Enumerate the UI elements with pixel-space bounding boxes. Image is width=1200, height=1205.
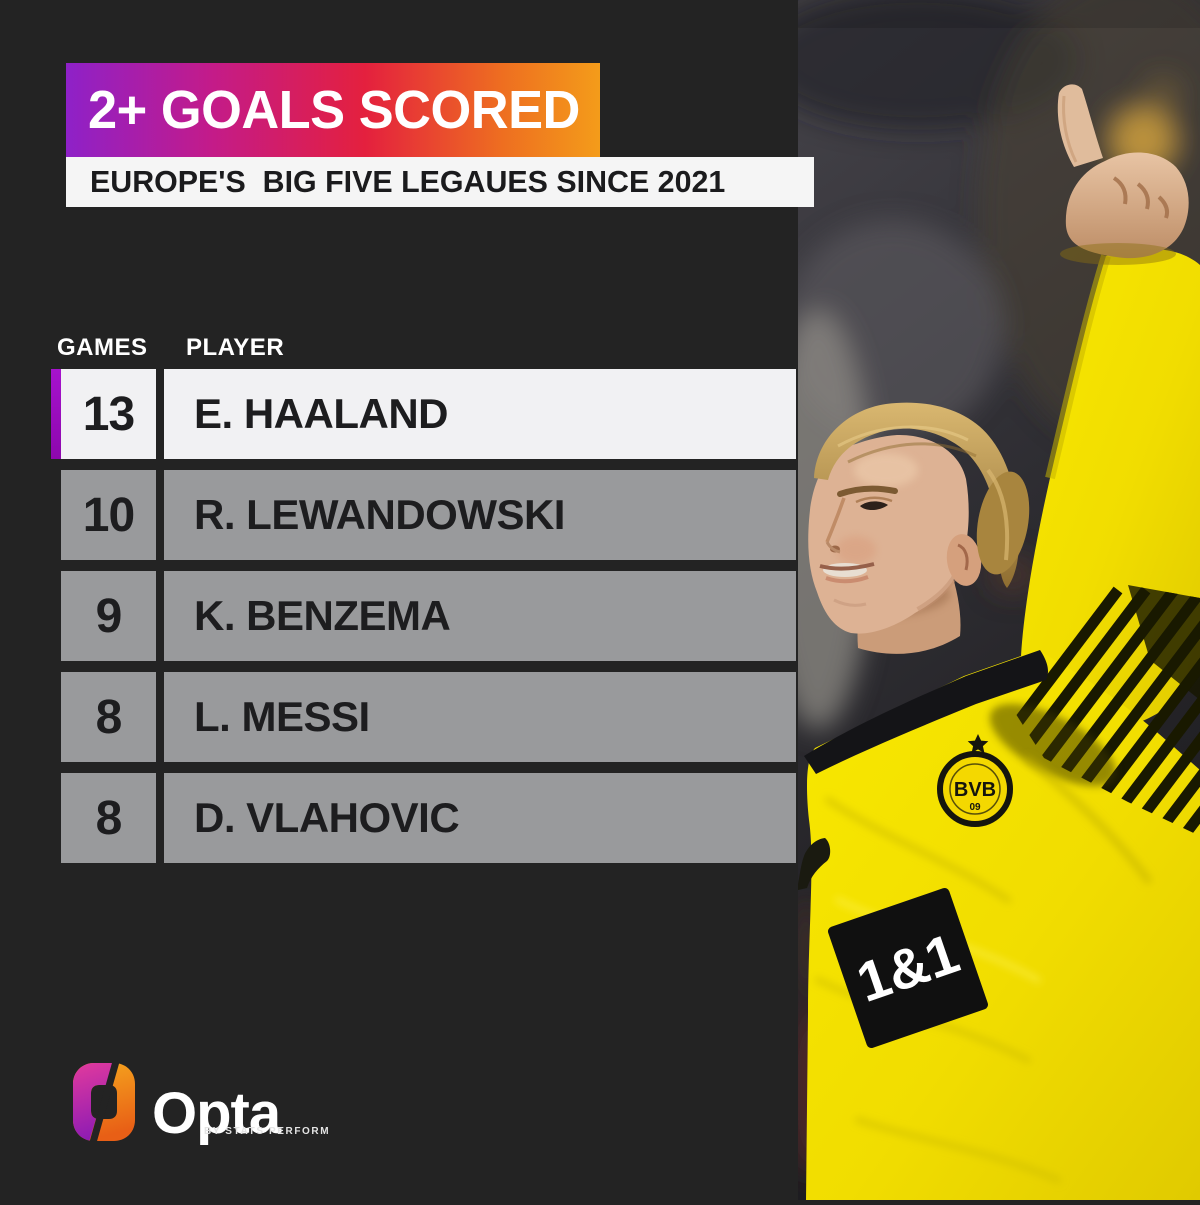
star-icon: [967, 734, 989, 754]
games-value: 9: [61, 571, 156, 661]
jersey-torso: [806, 650, 1200, 1200]
cell-gap: [156, 672, 164, 762]
puma-logo-icon: [798, 838, 831, 890]
haaland-photo: BVB 09 1&1: [758, 0, 1200, 1200]
table-row-haaland: 13 E. HAALAND: [51, 369, 796, 459]
sponsor-1and1-icon: 1&1: [828, 888, 988, 1048]
column-header-player: PLAYER: [186, 334, 285, 361]
player-name: D. VLAHOVIC: [164, 773, 796, 863]
jersey-collar: [804, 650, 1048, 774]
player-name: E. HAALAND: [164, 369, 796, 459]
player-name: R. LEWANDOWSKI: [164, 470, 796, 560]
title-banner: 2+ GOALS SCORED: [66, 63, 600, 157]
opta-branding: Opta BY STATS PERFORM: [72, 1062, 492, 1152]
table-row-messi: 8 L. MESSI: [51, 672, 796, 762]
games-value: 13: [61, 369, 156, 459]
games-value: 8: [61, 773, 156, 863]
opta-logo-icon: [73, 1062, 135, 1142]
subtitle-bar: EUROPE'S BIG FIVE LEGAUES SINCE 2021: [66, 157, 814, 207]
cell-gap: [156, 571, 164, 661]
hair: [814, 402, 1020, 588]
cell-gap: [156, 369, 164, 459]
cell-gap: [156, 773, 164, 863]
bvb-badge-icon: BVB 09: [937, 751, 1013, 827]
highlight-stripe: [51, 369, 61, 459]
face: [808, 434, 969, 634]
player-name: L. MESSI: [164, 672, 796, 762]
stripe-slot: [51, 672, 61, 762]
stripe-slot: [51, 470, 61, 560]
ear: [946, 534, 982, 586]
player-name: K. BENZEMA: [164, 571, 796, 661]
column-header-games: GAMES: [57, 334, 148, 361]
svg-text:BVB: BVB: [954, 779, 996, 801]
svg-text:09: 09: [969, 802, 981, 813]
pointing-hand: [1057, 84, 1189, 265]
opta-logo-text: Opta: [152, 1081, 281, 1146]
games-value: 8: [61, 672, 156, 762]
games-value: 10: [61, 470, 156, 560]
table-row-benzema: 9 K. BENZEMA: [51, 571, 796, 661]
facial-features: [819, 485, 898, 607]
page-title: 2+ GOALS SCORED: [88, 80, 580, 140]
table-row-vlahovic: 8 D. VLAHOVIC: [51, 773, 796, 863]
page-subtitle: EUROPE'S BIG FIVE LEGAUES SINCE 2021: [90, 164, 726, 199]
stripe-slot: [51, 773, 61, 863]
stripe-slot: [51, 571, 61, 661]
table-row-lewandowski: 10 R. LEWANDOWSKI: [51, 470, 796, 560]
cell-gap: [156, 470, 164, 560]
player-photo-illustration: BVB 09 1&1: [758, 0, 1200, 1200]
stats-perform-tagline: BY STATS PERFORM: [204, 1126, 331, 1137]
